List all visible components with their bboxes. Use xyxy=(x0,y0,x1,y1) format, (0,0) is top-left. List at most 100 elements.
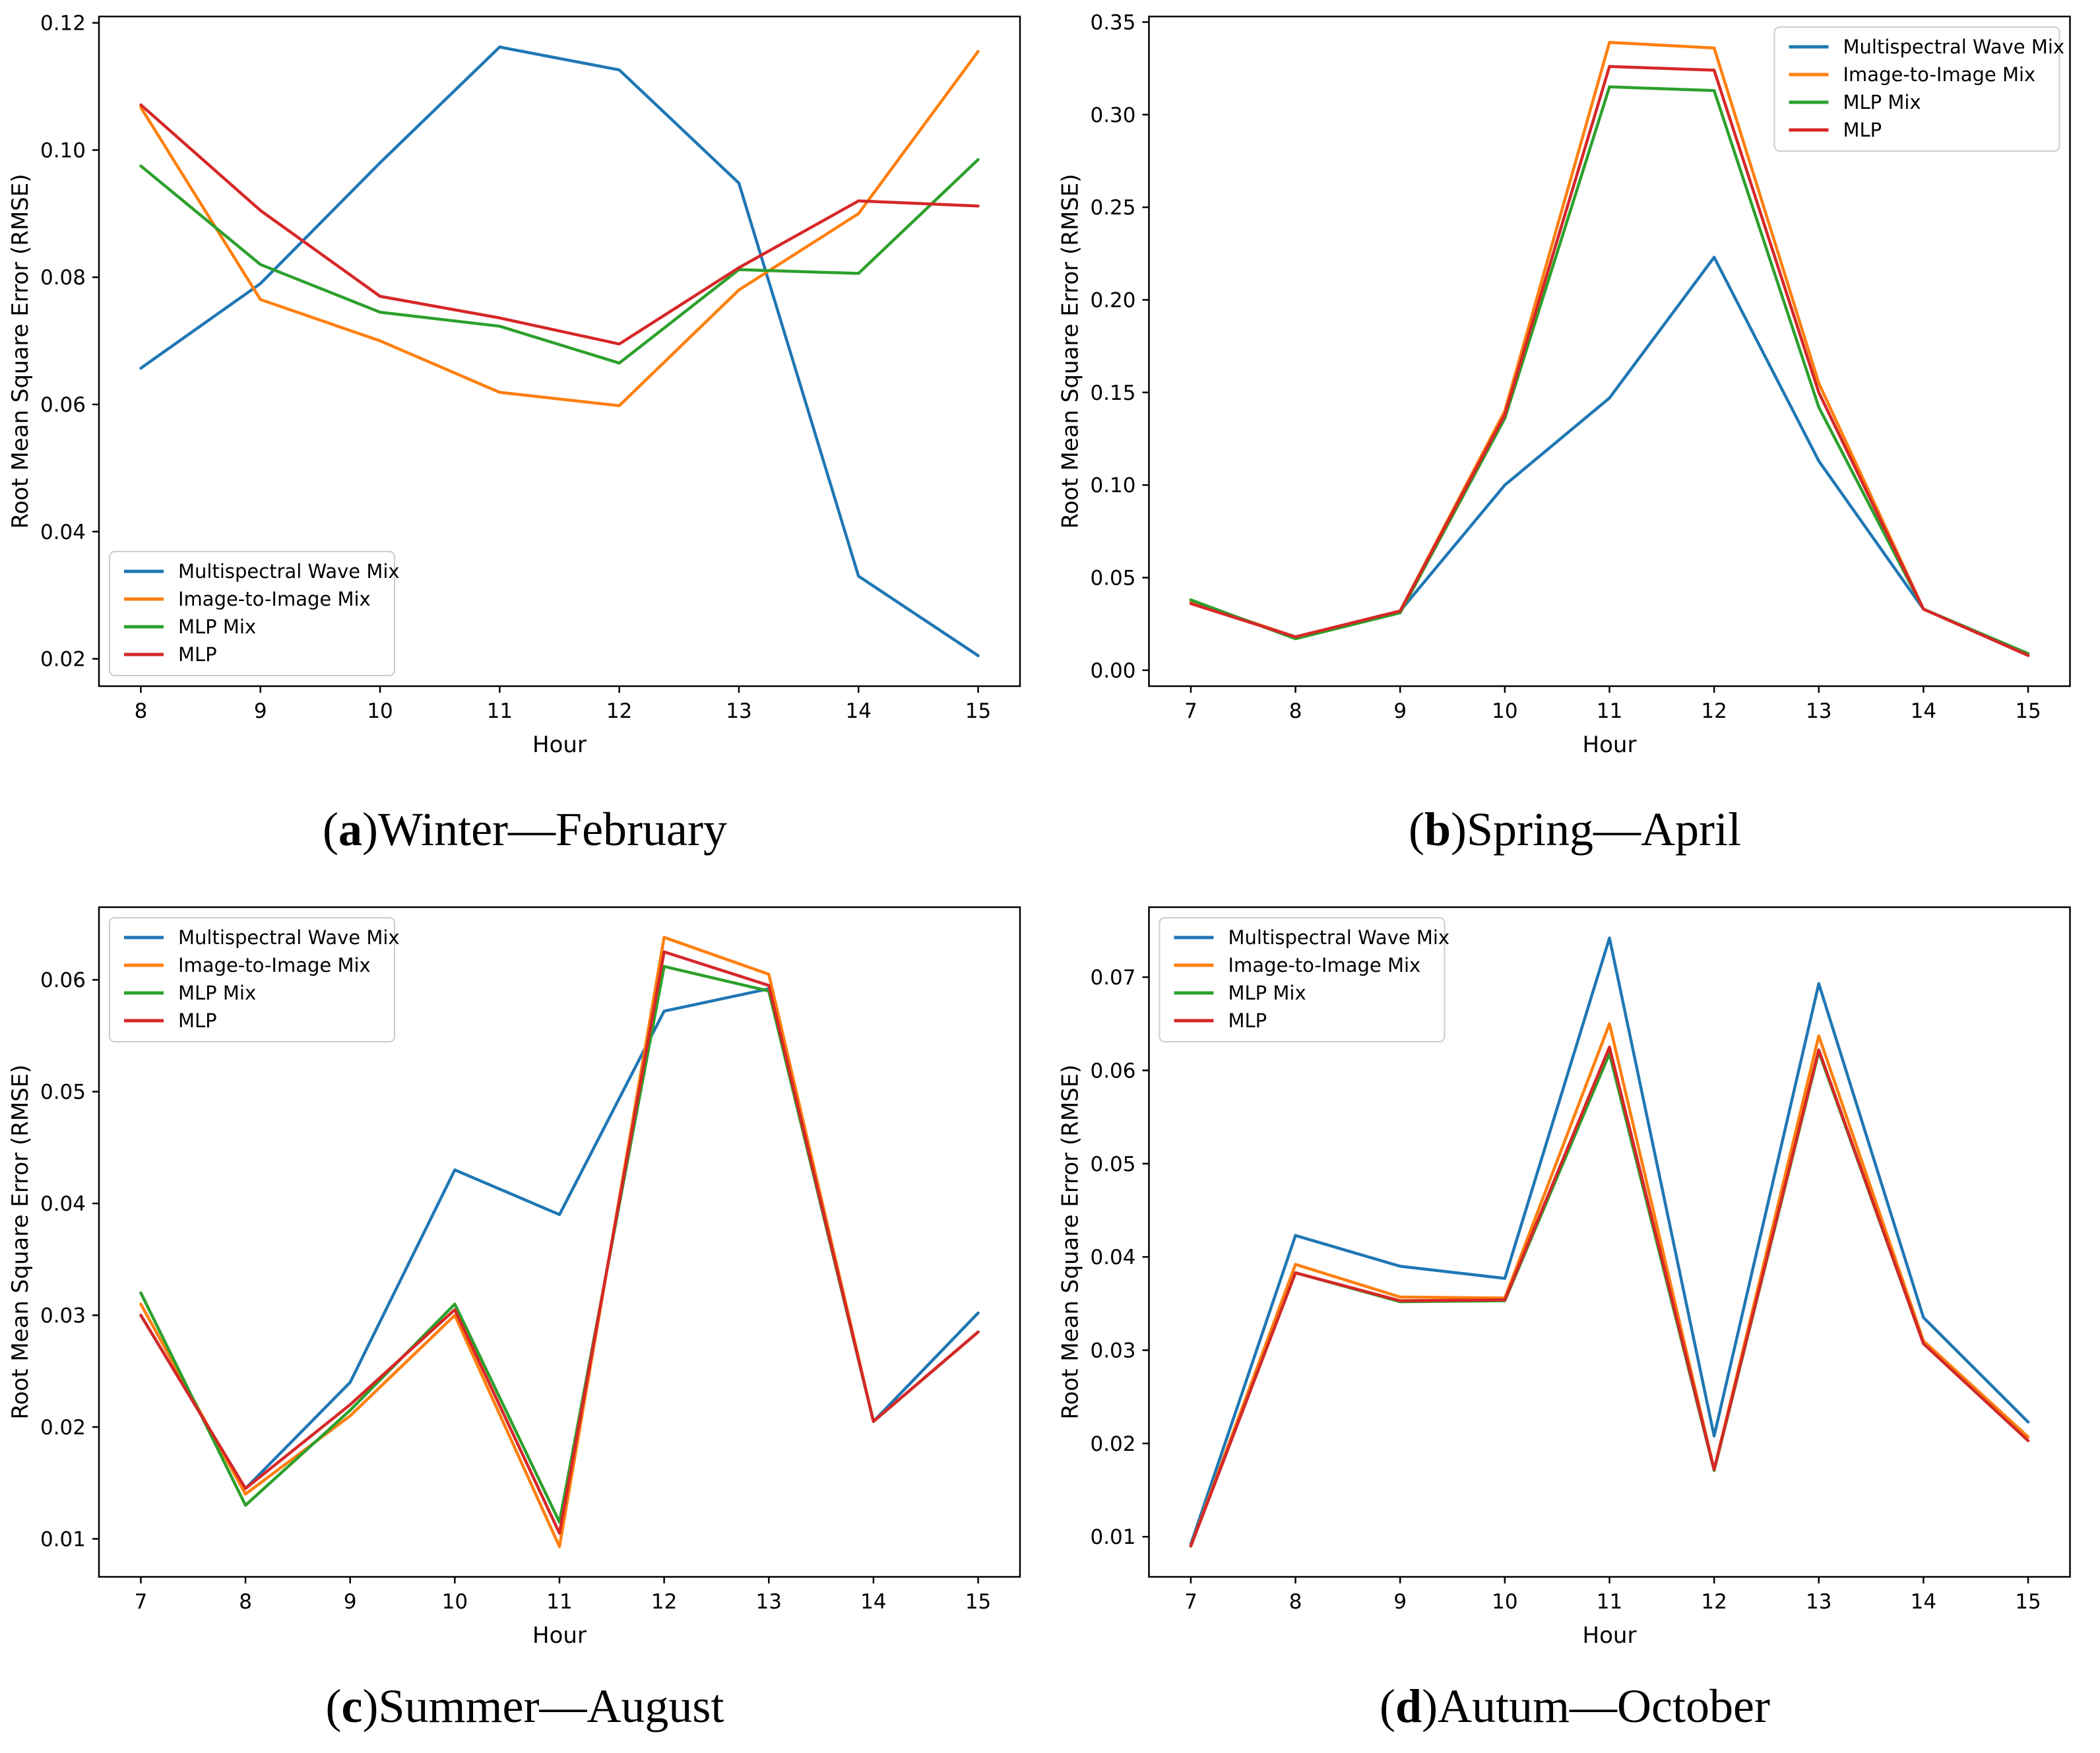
chart-b-panel: 0.00 0.05 0.10 0.15 0.20 0.25 0.30 0.35 7 8 9 10 11 1… xyxy=(1050,0,2100,769)
caption-c-title: Summer—August xyxy=(378,1679,724,1733)
y-tick-label: 0.35 xyxy=(1090,11,1135,34)
y-tick-label: 0.04 xyxy=(40,521,86,544)
x-tick-label: 14 xyxy=(846,699,872,723)
y-tick-label: 0.03 xyxy=(40,1304,86,1327)
y-tick-label: 0.04 xyxy=(1090,1246,1135,1269)
y-tick-label: 0.06 xyxy=(40,969,86,992)
legend-label-mlp: MLP xyxy=(1228,1009,1267,1032)
chart-d-x-axis-label: Hour xyxy=(1583,1622,1637,1649)
chart-d-y-axis: 0.01 0.02 0.03 0.04 0.05 0.06 0.07 xyxy=(1090,966,1149,1549)
y-tick-label: 0.02 xyxy=(1090,1432,1135,1456)
x-tick-label: 12 xyxy=(1701,699,1727,723)
y-tick-label: 0.03 xyxy=(1090,1339,1135,1362)
y-tick-label: 0.10 xyxy=(1090,474,1135,497)
y-tick-label: 0.10 xyxy=(40,139,86,162)
y-tick-label: 0.05 xyxy=(1090,567,1135,590)
legend-label-mlp-mix: MLP Mix xyxy=(1228,982,1306,1004)
x-tick-label: 14 xyxy=(1911,1590,1936,1614)
chart-c-legend: Multispectral Wave Mix Image-to-Image Mix… xyxy=(109,917,400,1042)
caption-a-paren-open: ( xyxy=(323,803,339,856)
x-tick-label: 12 xyxy=(651,1590,677,1614)
caption-c: (c) Summer—August xyxy=(0,1659,1050,1753)
chart-c-x-axis: 7 8 9 10 11 12 13 14 15 xyxy=(135,1577,991,1614)
legend-label-multispectral-wave-mix: Multispectral Wave Mix xyxy=(1228,926,1450,949)
x-tick-label: 10 xyxy=(367,699,393,723)
x-tick-label: 9 xyxy=(1393,1590,1407,1614)
legend-label-multispectral-wave-mix: Multispectral Wave Mix xyxy=(1843,36,2065,58)
chart-c-panel: 0.01 0.02 0.03 0.04 0.05 0.06 7 8 9 10 11 12 13 14 15 H… xyxy=(0,891,1050,1659)
legend-label-image-to-image-mix: Image-to-Image Mix xyxy=(178,954,371,976)
chart-c-series-mlp-line xyxy=(139,950,980,1535)
legend-label-multispectral-wave-mix: Multispectral Wave Mix xyxy=(178,560,400,583)
chart-a-series-multispectral-wave-mix-line xyxy=(139,46,980,657)
chart-d-series-image-to-image-mix-line xyxy=(1189,1022,2030,1548)
legend-box xyxy=(109,917,395,1042)
legend-label-multispectral-wave-mix: Multispectral Wave Mix xyxy=(178,926,400,949)
caption-c-letter: c xyxy=(341,1679,363,1733)
caption-b-title: Spring—April xyxy=(1467,803,1742,856)
x-tick-label: 13 xyxy=(1806,1590,1831,1614)
x-tick-label: 10 xyxy=(1492,1590,1517,1614)
x-tick-label: 13 xyxy=(756,1590,782,1614)
x-tick-label: 10 xyxy=(1492,699,1517,723)
chart-a-x-axis: 8 9 10 11 12 13 14 15 xyxy=(135,686,991,723)
legend-label-mlp-mix: MLP Mix xyxy=(1843,91,1921,113)
x-tick-label: 15 xyxy=(965,699,991,723)
y-tick-label: 0.01 xyxy=(40,1527,86,1551)
y-tick-label: 0.06 xyxy=(40,393,86,417)
x-tick-label: 11 xyxy=(487,699,513,723)
legend-label-mlp: MLP xyxy=(178,1009,217,1032)
caption-c-paren-close: ) xyxy=(362,1679,379,1733)
chart-d-series-multispectral-wave-mix-line xyxy=(1189,936,2030,1546)
y-tick-label: 0.00 xyxy=(1090,659,1135,683)
x-tick-label: 9 xyxy=(254,699,267,723)
y-tick-label: 0.12 xyxy=(40,12,86,36)
chart-c-y-axis: 0.01 0.02 0.03 0.04 0.05 0.06 xyxy=(40,969,99,1551)
chart-a-plot-border xyxy=(98,15,1021,687)
chart-b-series-mlp-mix-line xyxy=(1189,85,2030,655)
chart-d-y-axis-label: Root Mean Square Error (RMSE) xyxy=(1058,1064,1084,1419)
x-tick-label: 9 xyxy=(344,1590,357,1614)
chart-d-series-mlp-line xyxy=(1189,1045,2030,1548)
y-tick-label: 0.02 xyxy=(40,648,86,672)
caption-a-title: Winter—February xyxy=(378,803,727,856)
chart-c-series-mlp-mix-line xyxy=(139,965,980,1524)
legend-box xyxy=(1773,26,2060,152)
x-tick-label: 9 xyxy=(1393,699,1407,723)
x-tick-label: 13 xyxy=(726,699,751,723)
legend-label-mlp: MLP xyxy=(178,643,217,666)
caption-b-paren-close: ) xyxy=(1451,803,1467,856)
legend-box xyxy=(1159,917,1446,1042)
caption-b-letter: b xyxy=(1424,803,1451,856)
x-tick-label: 8 xyxy=(1289,699,1302,723)
x-tick-label: 7 xyxy=(135,1590,148,1614)
y-tick-label: 0.07 xyxy=(1090,966,1135,990)
legend-label-mlp-mix: MLP Mix xyxy=(178,616,256,638)
y-tick-label: 0.04 xyxy=(40,1192,86,1216)
x-tick-label: 15 xyxy=(2015,1590,2041,1614)
chart-b-canvas: 0.00 0.05 0.10 0.15 0.20 0.25 0.30 0.35 7 8 9 10 11 1… xyxy=(1058,11,2071,758)
caption-b-paren-open: ( xyxy=(1408,803,1424,856)
chart-c-canvas: 0.01 0.02 0.03 0.04 0.05 0.06 7 8 9 10 11 12 13 14 15 H… xyxy=(7,906,1021,1649)
caption-a-letter: a xyxy=(338,803,363,856)
y-tick-label: 0.20 xyxy=(1090,288,1135,312)
chart-a-y-axis-label: Root Mean Square Error (RMSE) xyxy=(7,174,34,528)
legend-label-image-to-image-mix: Image-to-Image Mix xyxy=(1228,954,1421,976)
x-tick-label: 11 xyxy=(546,1590,572,1614)
legend-box xyxy=(109,551,395,676)
x-tick-label: 15 xyxy=(965,1590,991,1614)
x-tick-label: 12 xyxy=(606,699,632,723)
chart-a-series-mlp-mix-line xyxy=(139,158,980,365)
chart-d-legend: Multispectral Wave Mix Image-to-Image Mix… xyxy=(1159,917,1450,1042)
caption-d-letter: d xyxy=(1395,1679,1422,1733)
chart-b-x-axis: 7 8 9 10 11 12 13 14 15 xyxy=(1184,686,2041,723)
chart-b-y-axis: 0.00 0.05 0.10 0.15 0.20 0.25 0.30 0.35 xyxy=(1090,11,1149,683)
chart-b-y-axis-label: Root Mean Square Error (RMSE) xyxy=(1058,174,1084,528)
chart-c-x-axis-label: Hour xyxy=(532,1622,587,1649)
caption-d-title: Autum—October xyxy=(1438,1679,1770,1733)
chart-a-canvas: 0.02 0.04 0.06 0.08 0.10 0.12 8 9 10 11 12 13 14 15 Ho… xyxy=(7,12,1021,758)
x-tick-label: 15 xyxy=(2015,699,2041,723)
caption-d-paren-close: ) xyxy=(1422,1679,1438,1733)
x-tick-label: 7 xyxy=(1184,699,1197,723)
